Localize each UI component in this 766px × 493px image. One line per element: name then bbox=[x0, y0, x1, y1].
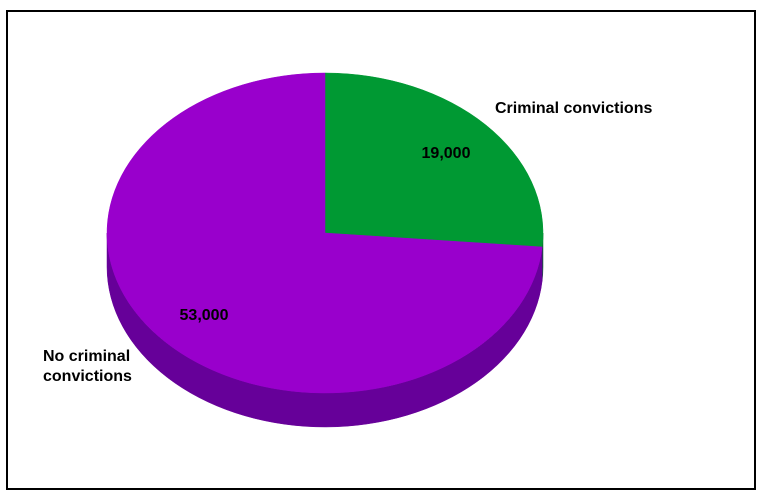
pie-value-label-1: 53,000 bbox=[180, 307, 229, 324]
pie-slice-1 bbox=[106, 72, 543, 394]
pie-labels: 19,000 53,000 Criminal convictions No crimi… bbox=[43, 100, 652, 385]
pie-slices bbox=[106, 72, 544, 394]
pie-slice-0 bbox=[324, 72, 544, 248]
pie-category-label-1: No criminal convictions bbox=[43, 348, 132, 385]
pie-value-label-0: 19,000 bbox=[422, 145, 471, 162]
pie-category-label-0: Criminal convictions bbox=[495, 100, 652, 117]
